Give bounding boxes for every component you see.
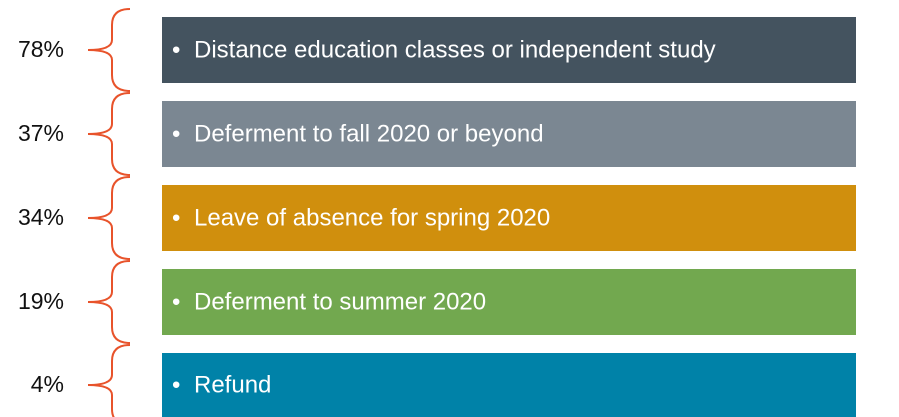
item-text: Deferment to fall 2020 or beyond xyxy=(194,120,544,147)
item-box xyxy=(162,353,856,417)
item-box xyxy=(162,269,856,335)
item-text: Distance education classes or independen… xyxy=(194,36,716,63)
item-text: Leave of absence for spring 2020 xyxy=(194,204,550,231)
brace xyxy=(87,92,131,176)
item-percent: 4% xyxy=(31,371,64,397)
item-box xyxy=(162,185,856,251)
brace xyxy=(87,8,131,92)
item-bullet: • xyxy=(172,120,180,147)
brace xyxy=(87,344,131,417)
item-percent: 19% xyxy=(18,288,64,314)
brace xyxy=(87,260,131,344)
item-box xyxy=(162,101,856,167)
item-percent: 37% xyxy=(18,120,64,146)
item-bullet: • xyxy=(172,371,180,398)
list-item: • Refund 4% xyxy=(31,344,856,417)
item-text: Deferment to summer 2020 xyxy=(194,288,486,315)
item-box xyxy=(162,17,856,83)
brace xyxy=(87,176,131,260)
item-percent: 78% xyxy=(18,36,64,62)
list-item: • Deferment to summer 2020 19% xyxy=(18,260,856,344)
list-item: • Deferment to fall 2020 or beyond 37% xyxy=(18,92,856,176)
item-bullet: • xyxy=(172,36,180,63)
item-bullet: • xyxy=(172,204,180,231)
item-percent: 34% xyxy=(18,204,64,230)
item-bullet: • xyxy=(172,288,180,315)
item-text: Refund xyxy=(194,371,271,398)
list-item: • Distance education classes or independe… xyxy=(18,8,856,92)
list-item: • Leave of absence for spring 2020 34% xyxy=(18,176,856,260)
